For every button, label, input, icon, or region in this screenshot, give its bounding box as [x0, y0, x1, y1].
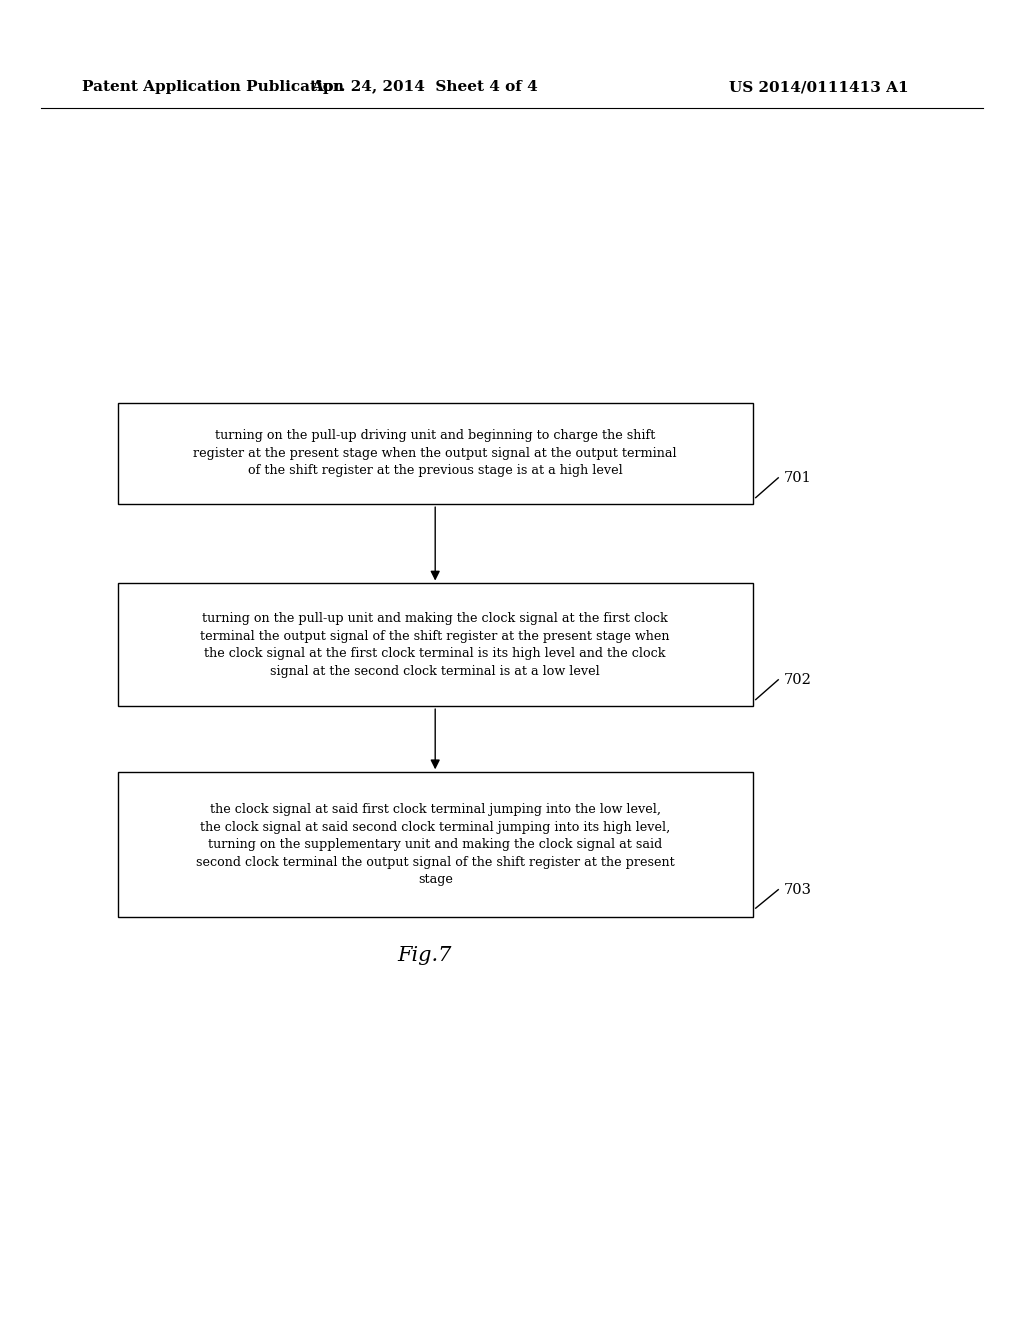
Text: US 2014/0111413 A1: US 2014/0111413 A1: [729, 81, 909, 94]
Text: turning on the pull-up unit and making the clock signal at the first clock
termi: turning on the pull-up unit and making t…: [201, 612, 670, 677]
Text: 702: 702: [783, 673, 811, 686]
Text: 701: 701: [783, 471, 811, 484]
Bar: [118, 772, 753, 917]
Text: Fig.7: Fig.7: [397, 946, 453, 965]
Text: Patent Application Publication: Patent Application Publication: [82, 81, 344, 94]
Text: the clock signal at said first clock terminal jumping into the low level,
the cl: the clock signal at said first clock ter…: [196, 804, 675, 886]
Text: 703: 703: [783, 883, 811, 896]
Bar: [118, 583, 753, 706]
Text: turning on the pull-up driving unit and beginning to charge the shift
register a: turning on the pull-up driving unit and …: [194, 429, 677, 478]
Text: Apr. 24, 2014  Sheet 4 of 4: Apr. 24, 2014 Sheet 4 of 4: [311, 81, 539, 94]
Bar: [118, 403, 753, 504]
